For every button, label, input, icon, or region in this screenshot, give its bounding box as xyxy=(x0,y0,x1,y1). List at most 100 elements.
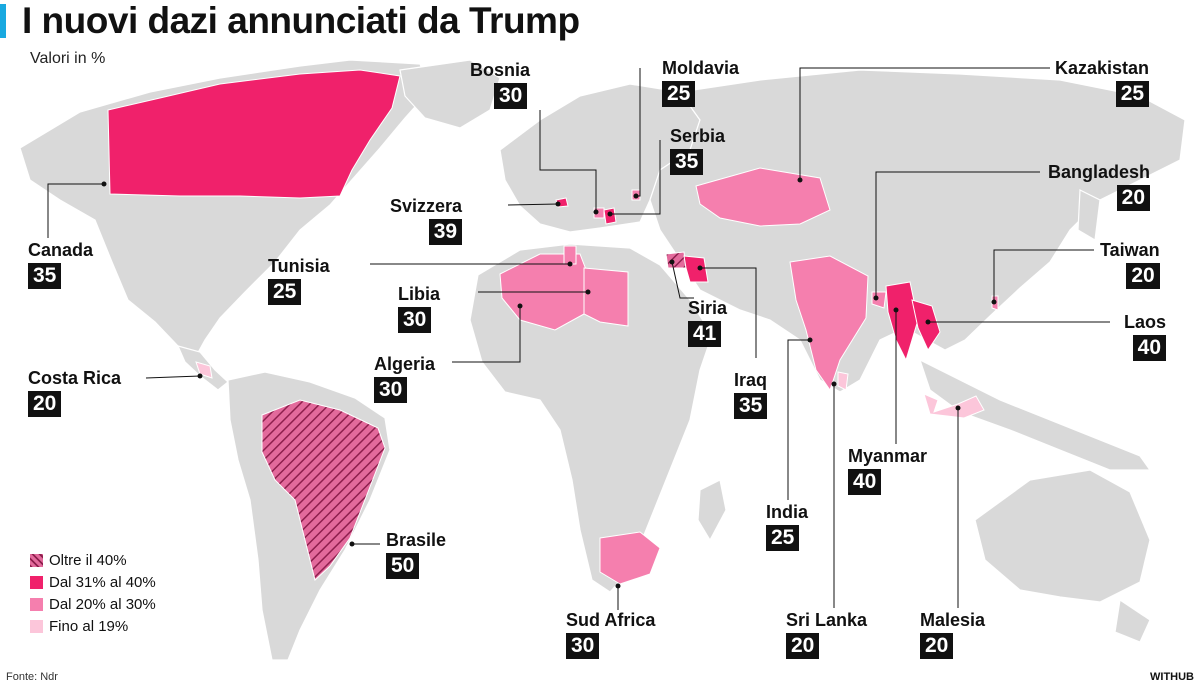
country-name: Laos xyxy=(1124,312,1167,332)
tariff-value: 30 xyxy=(494,83,528,109)
country-name: India xyxy=(766,502,809,522)
country-name: Sud Africa xyxy=(566,610,656,630)
tariff-value: 20 xyxy=(920,633,954,659)
legend-label: Dal 20% al 30% xyxy=(49,595,156,613)
country-name: Iraq xyxy=(734,370,768,390)
callout-kazakistan: Kazakistan 25 xyxy=(1055,58,1150,107)
land-new-zealand xyxy=(1114,598,1151,643)
callout-sud-africa: Sud Africa 30 xyxy=(566,610,655,659)
callout-bosnia: Bosnia 30 xyxy=(470,60,530,109)
region-laos xyxy=(911,299,941,352)
country-name: Bangladesh xyxy=(1048,162,1151,182)
region-tunisia xyxy=(563,245,577,265)
tariff-value: 30 xyxy=(374,377,408,403)
legend-item-upto19: Fino al 19% xyxy=(30,615,156,637)
callout-libia: Libia 30 xyxy=(398,284,440,333)
leader-bosnia xyxy=(539,110,597,212)
region-kazakhstan xyxy=(695,167,831,227)
callout-laos: Laos 40 xyxy=(1124,312,1167,361)
leader-svizzera xyxy=(507,203,559,206)
legend-item-31-40: Dal 31% al 40% xyxy=(30,571,156,593)
tariff-value: 35 xyxy=(734,393,768,419)
legend-swatch xyxy=(30,619,43,633)
land-australia xyxy=(974,469,1151,603)
region-myanmar xyxy=(885,281,919,362)
legend-label: Oltre il 40% xyxy=(49,551,127,569)
tariff-value: 30 xyxy=(398,307,432,333)
country-name: Sri Lanka xyxy=(786,610,868,630)
country-name: Siria xyxy=(688,298,728,318)
legend-swatch xyxy=(30,575,43,589)
region-libya xyxy=(583,267,629,327)
callout-svizzera: Svizzera 39 xyxy=(390,196,463,245)
title-accent-bar xyxy=(0,4,6,38)
country-name: Bosnia xyxy=(470,60,531,80)
country-name: Costa Rica xyxy=(28,368,122,388)
country-name: Libia xyxy=(398,284,441,304)
source-note: Fonte: Ndr xyxy=(6,671,58,683)
tariff-value: 39 xyxy=(428,219,463,245)
country-name: Taiwan xyxy=(1100,240,1160,260)
tariff-value: 50 xyxy=(386,553,420,579)
tariff-value: 35 xyxy=(28,263,62,289)
legend-label: Fino al 19% xyxy=(49,617,129,635)
region-brazil xyxy=(261,399,386,581)
callout-tunisia: Tunisia 25 xyxy=(268,256,330,305)
land-greenland xyxy=(399,59,501,129)
leader-dots xyxy=(101,177,997,589)
leader-lines xyxy=(47,67,1110,610)
region-sri-lanka xyxy=(837,371,849,391)
legend-swatch xyxy=(30,597,43,611)
country-name: Moldavia xyxy=(662,58,740,78)
leader-costa-rica xyxy=(145,375,201,379)
tariff-value: 25 xyxy=(662,81,696,107)
tariff-value: 35 xyxy=(670,149,704,175)
tariff-value: 25 xyxy=(1115,81,1150,107)
country-name: Malesia xyxy=(920,610,986,630)
tariff-value: 20 xyxy=(1116,185,1151,211)
leader-taiwan xyxy=(993,249,1094,302)
tariff-value: 25 xyxy=(268,279,302,305)
callout-siria: Siria 41 xyxy=(688,298,727,347)
country-name: Canada xyxy=(28,240,94,260)
tariff-value: 40 xyxy=(848,469,882,495)
leader-siria xyxy=(671,261,694,299)
tariff-value: 20 xyxy=(1126,263,1160,289)
callout-taiwan: Taiwan 20 xyxy=(1100,240,1160,289)
region-syria xyxy=(665,251,687,269)
country-name: Brasile xyxy=(386,530,447,550)
leader-canada xyxy=(47,183,104,238)
callout-sri-lanka: Sri Lanka 20 xyxy=(786,610,867,659)
tariff-value: 25 xyxy=(766,525,800,551)
land-madagascar xyxy=(697,479,727,542)
callout-canada: Canada 35 xyxy=(28,240,93,289)
callout-bangladesh: Bangladesh 20 xyxy=(1048,162,1151,211)
tariff-value: 40 xyxy=(1132,335,1167,361)
region-canada xyxy=(107,69,401,199)
region-india xyxy=(789,255,869,392)
callout-myanmar: Myanmar 40 xyxy=(848,446,927,495)
callout-iraq: Iraq 35 xyxy=(734,370,768,419)
callout-algeria: Algeria 30 xyxy=(374,354,435,403)
callout-brasile: Brasile 50 xyxy=(386,530,446,579)
leader-kazakistan xyxy=(799,67,1050,180)
brand-logo: WITHUB xyxy=(1150,671,1194,683)
leader-serbia xyxy=(610,140,661,215)
callout-india: India 25 xyxy=(766,502,808,551)
tariff-value: 20 xyxy=(786,633,820,659)
callout-moldavia: Moldavia 25 xyxy=(662,58,739,107)
tariff-value: 41 xyxy=(688,321,722,347)
land-japan xyxy=(1077,189,1101,241)
callout-malesia: Malesia 20 xyxy=(920,610,985,659)
country-name: Kazakistan xyxy=(1055,58,1150,78)
callout-serbia: Serbia 35 xyxy=(670,126,725,175)
country-name: Myanmar xyxy=(848,446,928,466)
leader-algeria xyxy=(452,306,521,363)
callout-costa-rica: Costa Rica 20 xyxy=(28,368,121,417)
region-malaysia xyxy=(923,393,985,419)
land-asia xyxy=(649,69,1186,393)
legend-label: Dal 31% al 40% xyxy=(49,573,156,591)
legend-item-over40: Oltre il 40% xyxy=(30,549,156,571)
